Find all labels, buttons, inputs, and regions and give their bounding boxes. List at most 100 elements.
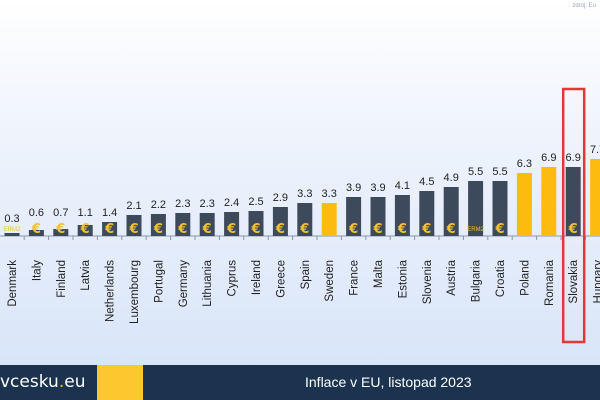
bar-netherlands: [102, 222, 118, 236]
bar-greece: [272, 207, 288, 236]
bar-estonia: [394, 195, 410, 236]
bar-ireland: [248, 211, 264, 236]
value-label: 6.9: [541, 152, 556, 164]
value-label: 6.9: [566, 152, 581, 164]
euro-icon: €: [128, 222, 138, 237]
brand-prefix: vcesku: [0, 372, 59, 392]
bar-spain: [297, 203, 313, 236]
bar-poland: [516, 173, 532, 236]
category-label: Slovakia: [568, 259, 580, 303]
category-label: Italy: [31, 260, 43, 281]
value-label: 1.4: [102, 207, 117, 219]
value-label: 4.5: [419, 176, 434, 188]
brand-logo: vcesku.eu: [0, 372, 85, 392]
category-label: Estonia: [397, 259, 409, 298]
bar-denmark: [4, 233, 20, 236]
category-label: Sweden: [324, 260, 336, 302]
euro-icon: €: [446, 222, 456, 237]
bar-hungary: [590, 159, 600, 236]
bar-france: [346, 197, 362, 236]
bar-italy: [28, 230, 44, 236]
category-label: Malta: [373, 259, 385, 288]
category-label: Slovenia: [422, 259, 434, 304]
bar-slovenia: [419, 191, 435, 236]
value-label: 4.9: [444, 172, 459, 184]
euro-icon: €: [421, 222, 431, 237]
value-label: 2.2: [151, 199, 166, 211]
bar-austria: [443, 187, 459, 236]
euro-icon: €: [80, 222, 90, 237]
bar-finland: [53, 229, 69, 236]
erm2-label: ERM2: [467, 227, 484, 233]
euro-icon: €: [177, 222, 187, 237]
euro-icon: €: [372, 222, 382, 237]
value-label: 2.5: [248, 196, 263, 208]
category-label: Austria: [446, 259, 458, 295]
euro-icon: €: [348, 222, 358, 237]
category-label: Portugal: [153, 260, 165, 303]
bar-slovakia: [565, 167, 581, 236]
bar-lithuania: [199, 213, 215, 236]
value-label: 3.9: [346, 182, 361, 194]
value-label: 4.1: [395, 180, 410, 192]
bar-cyprus: [224, 212, 240, 236]
chart-title: Inflace v EU, listopad 2023: [305, 374, 472, 390]
brand-dot: .: [58, 372, 65, 392]
category-label: Finland: [56, 260, 68, 298]
euro-icon: €: [299, 222, 309, 237]
category-label: Cyprus: [227, 260, 239, 297]
category-label: Spain: [300, 260, 312, 289]
value-label: 0.6: [29, 207, 44, 219]
value-label: 2.1: [126, 200, 141, 212]
value-label: 2.9: [273, 192, 288, 204]
value-label: 3.3: [297, 188, 312, 200]
footer-bar: vcesku.eu Inflace v EU, listopad 2023: [0, 365, 600, 400]
highlight-box: [561, 87, 586, 344]
value-label: 2.4: [224, 197, 239, 209]
value-label: 3.3: [322, 188, 337, 200]
euro-icon: €: [568, 222, 578, 237]
value-label: 6.3: [517, 158, 532, 170]
footer-accent-block: [97, 365, 143, 400]
category-label: Lithuania: [202, 259, 214, 306]
euro-icon: €: [31, 222, 41, 237]
bar-luxembourg: [126, 215, 142, 236]
category-label: Luxembourg: [129, 260, 141, 324]
category-label: Hungary: [593, 260, 600, 304]
euro-icon: €: [397, 222, 407, 237]
category-label: Croatia: [495, 259, 507, 297]
category-label: Ireland: [251, 260, 263, 295]
source-note: zdroj: Eu: [572, 3, 596, 9]
euro-icon: €: [494, 222, 504, 237]
bar-sweden: [321, 203, 337, 236]
category-label: Romania: [544, 259, 556, 306]
erm2-label: ERM2: [4, 227, 21, 233]
euro-icon: €: [104, 222, 114, 237]
euro-icon: €: [202, 222, 212, 237]
category-label: France: [349, 260, 361, 296]
value-label: 0.7: [53, 207, 68, 219]
value-label: 7.7: [590, 144, 600, 156]
euro-icon: €: [250, 222, 260, 237]
category-label: Germany: [178, 260, 190, 308]
bar-romania: [541, 167, 557, 236]
category-label: Poland: [519, 260, 531, 296]
bar-germany: [175, 213, 191, 236]
value-label: 5.5: [468, 166, 483, 178]
euro-icon: €: [153, 222, 163, 237]
value-label: 2.3: [200, 198, 215, 210]
euro-icon: €: [226, 222, 236, 237]
inflation-bar-chart: 0.3 ERM2 Denmark 0.6 € Italy 0.7 € Finland 1.1 € La…: [0, 87, 600, 344]
category-label: Greece: [275, 260, 287, 298]
category-label: Bulgaria: [471, 259, 483, 302]
bar-croatia: [492, 181, 508, 236]
category-label: Latvia: [80, 259, 92, 290]
value-label: 3.9: [370, 182, 385, 194]
value-label: 5.5: [492, 166, 507, 178]
bar-malta: [370, 197, 386, 236]
category-label: Denmark: [7, 260, 19, 307]
value-label: 0.3: [4, 213, 19, 225]
bar-bulgaria: [468, 181, 484, 236]
bar-latvia: [77, 225, 93, 236]
brand-suffix: eu: [64, 372, 86, 392]
